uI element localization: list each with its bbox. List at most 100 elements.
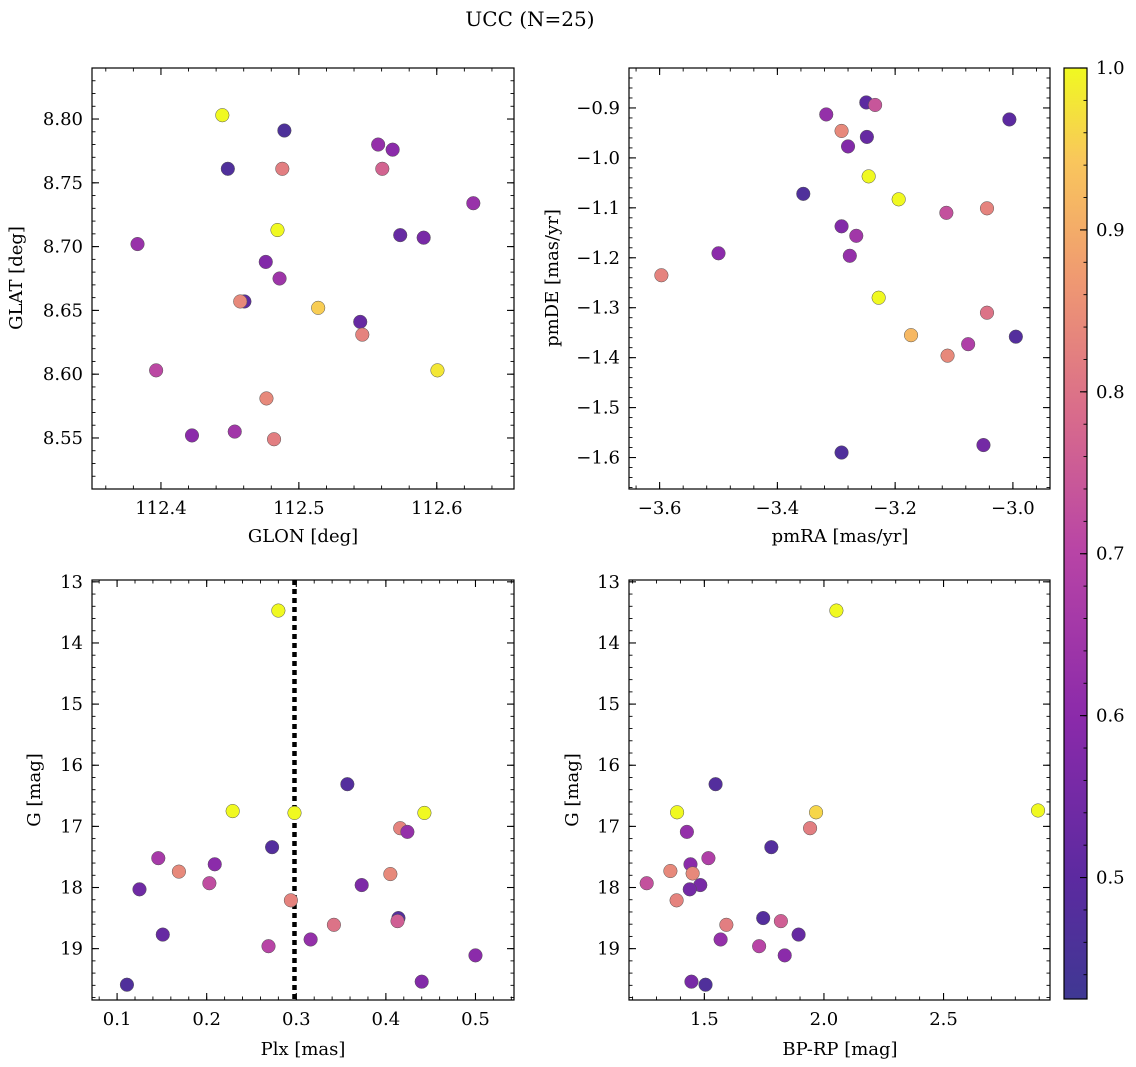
scatter-point bbox=[752, 939, 767, 954]
x-tick-label: 112.5 bbox=[273, 498, 325, 519]
y-tick-label: 8.80 bbox=[43, 109, 83, 130]
scatter-point bbox=[353, 314, 368, 329]
scatter-point bbox=[849, 228, 864, 243]
scatter-point bbox=[756, 911, 771, 926]
scatter-point bbox=[891, 192, 906, 207]
y-tick-label: 14 bbox=[60, 633, 83, 654]
scatter-point bbox=[149, 363, 164, 378]
scatter-panel-4: 1.5 2.0 2.5 13 14 15 16 17 18 19 BP-RP [mag] G [mag… bbox=[562, 572, 1051, 1060]
scatter-point bbox=[151, 851, 166, 866]
scatter-point bbox=[868, 97, 883, 113]
scatter-point bbox=[215, 108, 230, 123]
y-tick-label: −1.5 bbox=[576, 398, 620, 419]
colorbar-tick-label: 0.7 bbox=[1096, 544, 1125, 565]
y-tick-label: 13 bbox=[597, 572, 620, 593]
scatter-point bbox=[764, 840, 779, 855]
scatter-point bbox=[371, 137, 386, 152]
scatter-point bbox=[871, 290, 886, 305]
scatter-point bbox=[233, 294, 248, 309]
colorbar-tick-label: 0.6 bbox=[1096, 706, 1125, 727]
scatter-point bbox=[326, 917, 341, 932]
colorbar-tick-label: 0.5 bbox=[1096, 868, 1125, 889]
scatter-point bbox=[354, 878, 369, 893]
scatter-point bbox=[773, 914, 788, 929]
y-tick-label: 18 bbox=[60, 878, 83, 899]
scatter-point bbox=[225, 804, 240, 819]
scatter-panel-2: −3.6 −3.4 −3.2 −3.0 −1.6 −1.5 −1.4 −1.3 −1.2 −1.1… bbox=[542, 67, 1051, 547]
scatter-point bbox=[207, 857, 222, 872]
scatter-point bbox=[685, 866, 700, 881]
scatter-point bbox=[385, 142, 400, 157]
scatter-point bbox=[796, 186, 811, 201]
y-axis-label: G [mag] bbox=[24, 753, 45, 826]
y-tick-label: 16 bbox=[597, 755, 620, 776]
x-tick-label: 0.5 bbox=[461, 1009, 490, 1030]
scatter-point bbox=[171, 864, 186, 879]
y-tick-label: 8.65 bbox=[43, 300, 83, 321]
scatter-point bbox=[119, 977, 134, 992]
y-tick-label: 8.55 bbox=[43, 428, 83, 449]
scatter-point bbox=[940, 348, 955, 363]
scatter-point bbox=[375, 161, 390, 176]
axes-frame bbox=[628, 67, 1051, 490]
y-tick-label: 19 bbox=[597, 939, 620, 960]
scatter-point bbox=[311, 300, 326, 315]
x-tick-label: 0.2 bbox=[192, 1009, 221, 1030]
scatter-point bbox=[277, 123, 292, 138]
scatter-point bbox=[130, 237, 145, 252]
scatter-point bbox=[859, 129, 874, 144]
axes-frame bbox=[91, 67, 515, 490]
y-axis-label: GLAT [deg] bbox=[6, 226, 27, 330]
scatter-point bbox=[834, 445, 849, 460]
scatter-point bbox=[303, 932, 318, 947]
x-axis-label: BP-RP [mag] bbox=[782, 1039, 897, 1060]
scatter-point bbox=[791, 927, 806, 942]
scatter-point bbox=[698, 977, 713, 992]
scatter-point bbox=[639, 876, 654, 891]
scatter-point bbox=[842, 248, 857, 263]
y-tick-label: 19 bbox=[60, 939, 83, 960]
x-tick-label: 112.6 bbox=[411, 498, 463, 519]
y-tick-label: −1.1 bbox=[576, 198, 620, 219]
scatter-panel-1: 112.4 112.5 112.6 8.55 8.60 8.65 8.70 8.75 8.80 G… bbox=[6, 67, 515, 547]
scatter-point bbox=[840, 139, 856, 154]
scatter-point bbox=[270, 222, 285, 238]
x-tick-label: 1.5 bbox=[690, 1009, 719, 1030]
scatter-point bbox=[393, 228, 408, 243]
scatter-point bbox=[261, 939, 276, 954]
scatter-point bbox=[417, 805, 432, 820]
scatter-point bbox=[979, 201, 995, 216]
y-tick-label: 15 bbox=[60, 694, 83, 715]
scatter-point bbox=[803, 821, 818, 836]
x-tick-label: −3.6 bbox=[638, 498, 682, 519]
scatter-point bbox=[979, 305, 995, 320]
scatter-point bbox=[809, 805, 824, 820]
x-tick-label: −3.2 bbox=[873, 498, 917, 519]
scatter-point bbox=[355, 327, 370, 342]
scatter-point bbox=[961, 337, 976, 352]
scatter-point bbox=[184, 428, 200, 443]
scatter-point bbox=[259, 391, 274, 406]
scatter-point bbox=[227, 424, 242, 439]
scatter-point bbox=[383, 867, 398, 882]
scatter-point bbox=[713, 932, 728, 947]
x-tick-label: 0.1 bbox=[103, 1009, 132, 1030]
scatter-point bbox=[275, 161, 290, 176]
scatter-point bbox=[390, 914, 405, 929]
scatter-point bbox=[670, 805, 685, 820]
scatter-point bbox=[829, 603, 844, 618]
scatter-point bbox=[271, 603, 286, 618]
scatter-point bbox=[1030, 803, 1046, 818]
scatter-point bbox=[663, 863, 678, 879]
scatter-point bbox=[468, 948, 483, 963]
scatter-point bbox=[466, 196, 481, 211]
axes-frame bbox=[91, 579, 515, 1001]
scatter-point bbox=[1002, 112, 1017, 127]
scatter-point bbox=[414, 974, 429, 989]
x-axis-label: GLON [deg] bbox=[248, 526, 358, 547]
x-tick-label: 0.3 bbox=[282, 1009, 311, 1030]
y-tick-label: 18 bbox=[597, 878, 620, 899]
y-tick-label: 8.60 bbox=[43, 364, 83, 385]
y-tick-label: 8.70 bbox=[43, 237, 83, 258]
